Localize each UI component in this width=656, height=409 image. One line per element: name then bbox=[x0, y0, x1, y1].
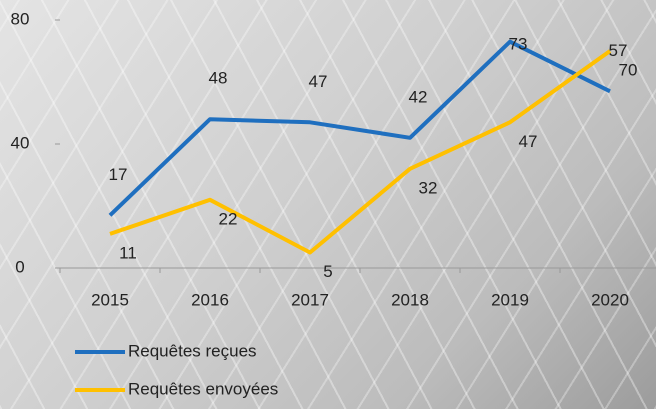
data-label: 22 bbox=[219, 209, 238, 228]
data-label: 32 bbox=[419, 178, 438, 197]
data-label: 47 bbox=[519, 132, 538, 151]
data-label: 47 bbox=[309, 72, 328, 91]
data-label: 17 bbox=[109, 165, 128, 184]
data-label: 57 bbox=[609, 41, 628, 60]
data-label: 5 bbox=[323, 262, 332, 281]
data-label: 42 bbox=[409, 87, 428, 106]
chart: 0 40 80 2015 2016 2017 2018 2019 2020 17 48 47 42 73 5… bbox=[0, 0, 656, 409]
x-tick-label: 2017 bbox=[291, 290, 329, 309]
x-tick-label: 2020 bbox=[591, 290, 629, 309]
data-label: 48 bbox=[209, 69, 228, 88]
data-label: 70 bbox=[619, 60, 638, 79]
data-label: 11 bbox=[119, 243, 137, 262]
legend-label: Requêtes envoyées bbox=[128, 379, 278, 398]
y-tick-label: 80 bbox=[11, 9, 30, 28]
y-tick-label: 40 bbox=[11, 133, 30, 152]
series-line bbox=[110, 42, 610, 216]
series-line bbox=[110, 51, 610, 253]
chart-background: 0 40 80 2015 2016 2017 2018 2019 2020 17 48 47 42 73 5… bbox=[0, 0, 656, 409]
legend-label: Requêtes reçues bbox=[128, 341, 257, 360]
x-tick-label: 2019 bbox=[491, 290, 529, 309]
x-tick-label: 2015 bbox=[91, 290, 129, 309]
y-tick-label: 0 bbox=[15, 257, 24, 276]
x-tick-label: 2016 bbox=[191, 290, 229, 309]
data-label: 73 bbox=[509, 34, 528, 53]
x-tick-label: 2018 bbox=[391, 290, 429, 309]
